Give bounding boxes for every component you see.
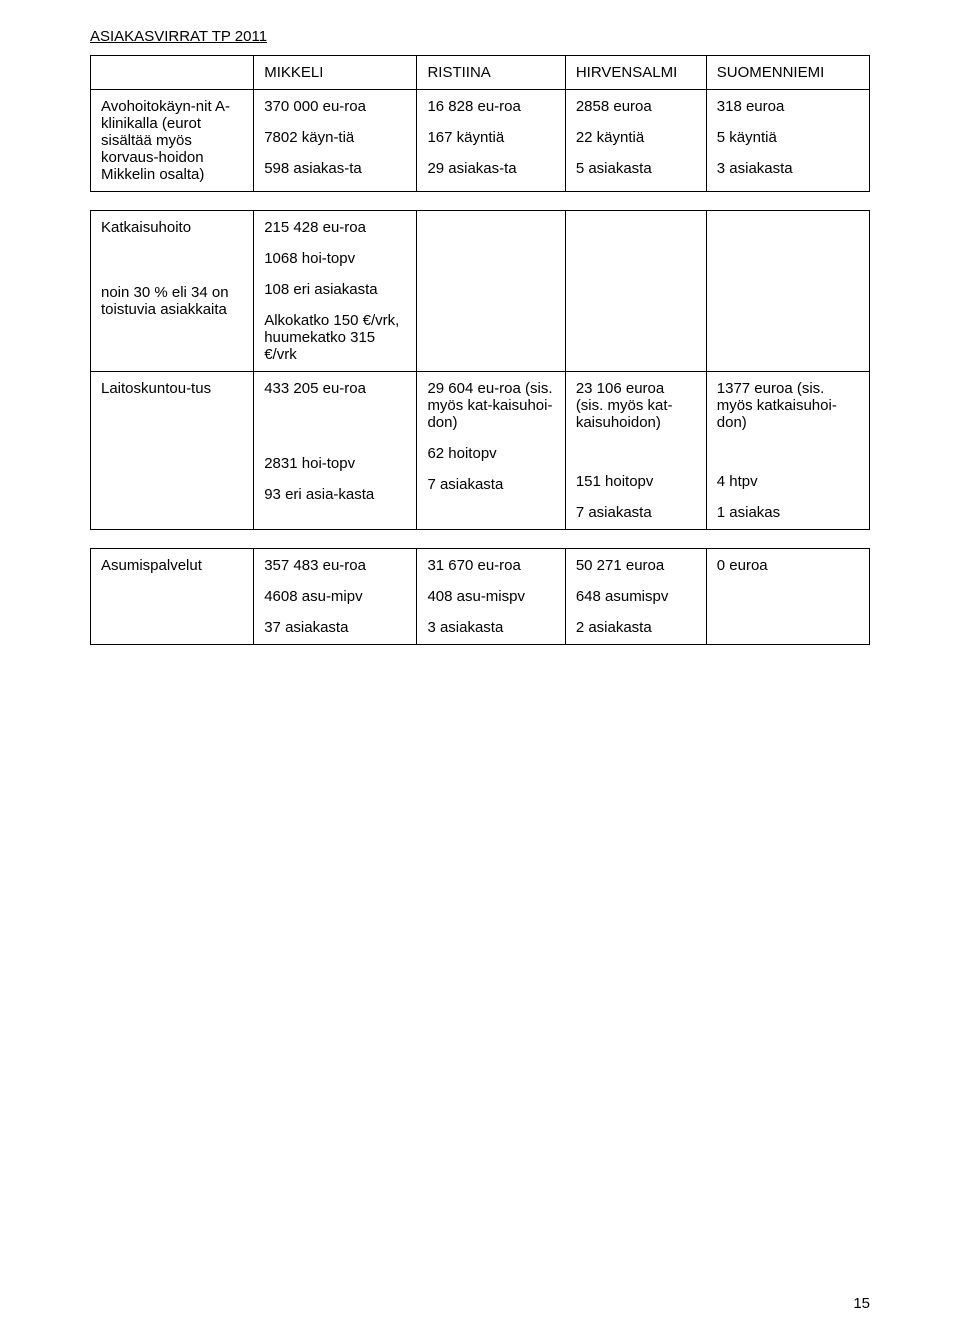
cell-rowlabel: Laitoskuntou-tus: [91, 372, 254, 530]
cell-text: Katkaisuhoito: [101, 219, 243, 236]
cell-text: 4 htpv: [717, 473, 859, 490]
table-row: Avohoitokäyn-nit A-klinikalla (eurot sis…: [91, 90, 870, 192]
cell-text: 37 asiakasta: [264, 619, 406, 636]
cell: 16 828 eu-roa 167 käyntiä 29 asiakas-ta: [417, 90, 565, 192]
table-1: MIKKELI RISTIINA HIRVENSALMI SUOMENNIEMI…: [90, 55, 870, 192]
cell-text: 7 asiakasta: [576, 504, 696, 521]
cell-text: Avohoitokäyn-nit A-klinikalla (eurot sis…: [101, 98, 243, 183]
cell-text: 408 asu-mispv: [427, 588, 554, 605]
cell: 215 428 eu-roa 1068 hoi-topv 108 eri asi…: [254, 211, 417, 372]
cell: 370 000 eu-roa 7802 käyn-tiä 598 asiakas…: [254, 90, 417, 192]
table-row: Laitoskuntou-tus 433 205 eu-roa 2831 hoi…: [91, 372, 870, 530]
cell: 0 euroa: [706, 549, 869, 645]
cell-empty: [565, 211, 706, 372]
cell-text: 7 asiakasta: [427, 476, 554, 493]
cell-text: 2831 hoi-topv: [264, 455, 406, 472]
cell-rowlabel: Avohoitokäyn-nit A-klinikalla (eurot sis…: [91, 90, 254, 192]
page: ASIAKASVIRRAT TP 2011 MIKKELI RISTIINA H…: [0, 0, 960, 1332]
cell-text: Alkokatko 150 €/vrk, huumekatko 315 €/vr…: [264, 312, 406, 363]
cell-text: 1377 euroa (sis. myös katkaisuhoi-don): [717, 380, 859, 431]
cell: 31 670 eu-roa 408 asu-mispv 3 asiakasta: [417, 549, 565, 645]
cell-text: 5 käyntiä: [717, 129, 859, 146]
cell-text: 23 106 euroa (sis. myös kat-kaisuhoidon): [576, 380, 696, 431]
table-row: MIKKELI RISTIINA HIRVENSALMI SUOMENNIEMI: [91, 56, 870, 90]
cell-text: 0 euroa: [717, 557, 859, 574]
cell-text: 215 428 eu-roa: [264, 219, 406, 236]
header-cell: SUOMENNIEMI: [706, 56, 869, 90]
cell: 29 604 eu-roa (sis. myös kat-kaisuhoi-do…: [417, 372, 565, 530]
header-cell: RISTIINA: [417, 56, 565, 90]
spacer: [101, 250, 243, 270]
cell-text: 31 670 eu-roa: [427, 557, 554, 574]
table-row: Asumispalvelut 357 483 eu-roa 4608 asu-m…: [91, 549, 870, 645]
cell-text: 5 asiakasta: [576, 160, 696, 177]
spacer: [264, 411, 406, 441]
header-cell: [91, 56, 254, 90]
cell-text: 3 asiakasta: [717, 160, 859, 177]
cell-text: 93 eri asia-kasta: [264, 486, 406, 503]
table-row: Katkaisuhoito noin 30 % eli 34 on toistu…: [91, 211, 870, 372]
cell-empty: [417, 211, 565, 372]
cell-text: 648 asumispv: [576, 588, 696, 605]
page-number: 15: [853, 1295, 870, 1312]
table-3: Asumispalvelut 357 483 eu-roa 4608 asu-m…: [90, 548, 870, 645]
cell: 433 205 eu-roa 2831 hoi-topv 93 eri asia…: [254, 372, 417, 530]
cell-text: 151 hoitopv: [576, 473, 696, 490]
cell-text: 2 asiakasta: [576, 619, 696, 636]
cell-text: 7802 käyn-tiä: [264, 129, 406, 146]
cell-empty: [706, 211, 869, 372]
table-2: Katkaisuhoito noin 30 % eli 34 on toistu…: [90, 210, 870, 530]
cell-rowlabel: Katkaisuhoito noin 30 % eli 34 on toistu…: [91, 211, 254, 372]
cell-text: 167 käyntiä: [427, 129, 554, 146]
cell-text: 29 asiakas-ta: [427, 160, 554, 177]
cell-text: Laitoskuntou-tus: [101, 380, 243, 397]
cell-text: 50 271 euroa: [576, 557, 696, 574]
cell-text: 1 asiakas: [717, 504, 859, 521]
cell-text: 22 käyntiä: [576, 129, 696, 146]
cell-text: 3 asiakasta: [427, 619, 554, 636]
cell: 2858 euroa 22 käyntiä 5 asiakasta: [565, 90, 706, 192]
cell-text: 1068 hoi-topv: [264, 250, 406, 267]
cell: 1377 euroa (sis. myös katkaisuhoi-don) 4…: [706, 372, 869, 530]
cell: 318 euroa 5 käyntiä 3 asiakasta: [706, 90, 869, 192]
cell-text: Asumispalvelut: [101, 557, 243, 574]
cell: 357 483 eu-roa 4608 asu-mipv 37 asiakast…: [254, 549, 417, 645]
spacer: [576, 445, 696, 459]
spacer: [717, 445, 859, 459]
cell-text: 357 483 eu-roa: [264, 557, 406, 574]
cell-text: 370 000 eu-roa: [264, 98, 406, 115]
cell-text: 598 asiakas-ta: [264, 160, 406, 177]
page-title: ASIAKASVIRRAT TP 2011: [90, 28, 870, 45]
cell-text: 29 604 eu-roa (sis. myös kat-kaisuhoi-do…: [427, 380, 554, 431]
header-cell: MIKKELI: [254, 56, 417, 90]
cell-text: 2858 euroa: [576, 98, 696, 115]
cell-text: 16 828 eu-roa: [427, 98, 554, 115]
cell-rowlabel: Asumispalvelut: [91, 549, 254, 645]
cell-text: 108 eri asiakasta: [264, 281, 406, 298]
cell-text: 433 205 eu-roa: [264, 380, 406, 397]
cell: 50 271 euroa 648 asumispv 2 asiakasta: [565, 549, 706, 645]
header-cell: HIRVENSALMI: [565, 56, 706, 90]
cell-text: 4608 asu-mipv: [264, 588, 406, 605]
cell-text: 318 euroa: [717, 98, 859, 115]
cell: 23 106 euroa (sis. myös kat-kaisuhoidon)…: [565, 372, 706, 530]
cell-text: noin 30 % eli 34 on toistuvia asiakkaita: [101, 284, 243, 318]
cell-text: 62 hoitopv: [427, 445, 554, 462]
